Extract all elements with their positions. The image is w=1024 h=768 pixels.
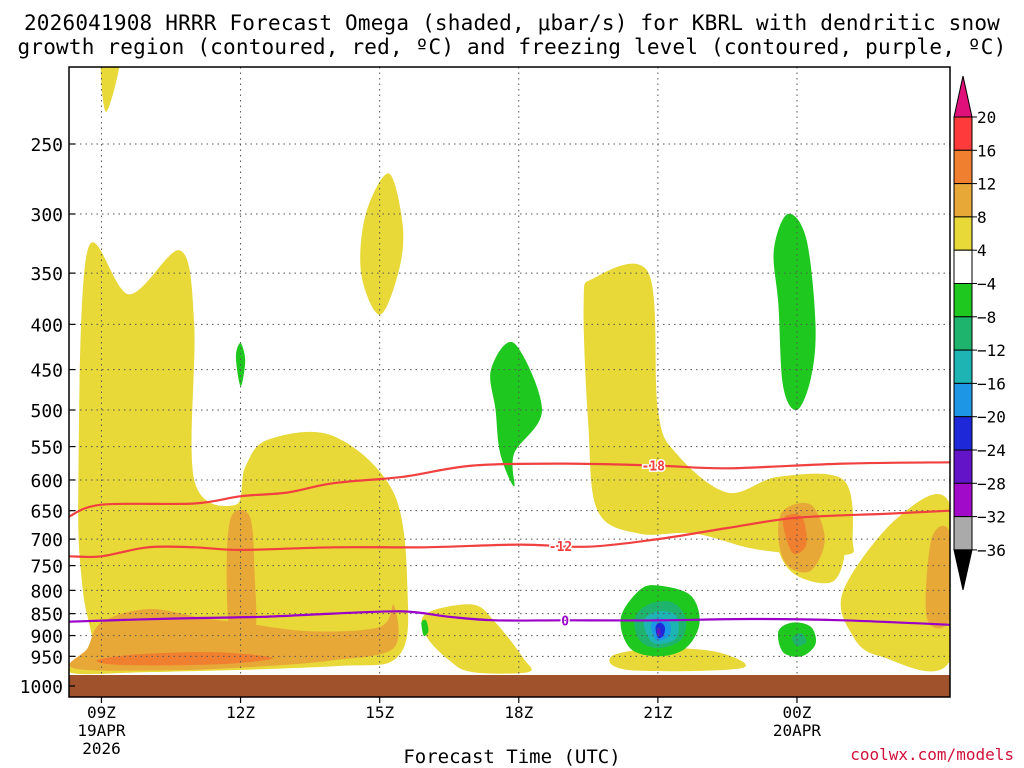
xtick-label-0: 09Z <box>87 703 116 722</box>
dgz-minus18-line <box>69 461 950 518</box>
dgz-minus12-label: -12 <box>549 540 572 555</box>
ytick-label-400: 400 <box>30 315 63 336</box>
omega-region-10 <box>226 509 257 644</box>
colorbar-label-9: −20 <box>977 408 1006 427</box>
ytick-label-1000: 1000 <box>20 677 63 698</box>
xtick-date-0: 19APR <box>77 721 126 740</box>
omega-region-17 <box>773 213 816 411</box>
xtick-label-15: 00Z <box>783 703 812 722</box>
colorbar-label-11: −28 <box>977 474 1006 493</box>
ytick-label-250: 250 <box>30 135 63 156</box>
ytick-label-600: 600 <box>30 471 63 492</box>
ytick-label-750: 750 <box>30 557 63 578</box>
omega-region-14 <box>782 514 807 554</box>
colorbar-label-7: −12 <box>977 341 1006 360</box>
freezing-level-label: 0 <box>561 614 569 629</box>
chart-title-line1: 2026041908 HRRR Forecast Omega (shaded, … <box>23 11 1001 35</box>
omega-region-0 <box>69 242 409 675</box>
colorbar-label-6: −8 <box>977 308 996 327</box>
colorbar-bottom-arrow <box>953 549 973 591</box>
dgz-minus12-line <box>69 509 950 559</box>
ytick-label-550: 550 <box>30 438 63 459</box>
omega-region-26 <box>792 633 807 647</box>
ytick-label-900: 900 <box>30 627 63 648</box>
ytick-label-700: 700 <box>30 530 63 551</box>
omega-region-7 <box>840 493 950 672</box>
freezing-level-line <box>69 610 950 626</box>
colorbar-label-2: 12 <box>977 175 996 194</box>
ytick-label-850: 850 <box>30 605 63 626</box>
colorbar-swatch-11 <box>953 482 973 518</box>
x-axis-title: Forecast Time (UTC) <box>403 746 621 768</box>
colorbar-swatch-6 <box>953 316 973 351</box>
colorbar-swatch-3 <box>953 216 973 251</box>
xtick-label-9: 18Z <box>504 703 533 722</box>
ytick-label-500: 500 <box>30 401 63 422</box>
colorbar-swatch-5 <box>953 283 973 318</box>
ytick-label-650: 650 <box>30 502 63 523</box>
colorbar-swatch-0 <box>953 116 973 151</box>
colorbar-label-0: 20 <box>977 108 996 127</box>
ytick-label-800: 800 <box>30 581 63 602</box>
omega-region-13 <box>96 652 274 666</box>
colorbar-top-arrow <box>953 75 973 118</box>
dgz-minus18-label: -18 <box>641 460 665 475</box>
omega-region-5 <box>583 263 854 556</box>
colorbar-label-4: 4 <box>977 241 987 260</box>
colorbar-label-8: −16 <box>977 374 1006 393</box>
omega-region-3 <box>360 173 404 315</box>
colorbar-swatch-7 <box>953 349 973 384</box>
colorbar-label-3: 8 <box>977 208 987 227</box>
ytick-label-300: 300 <box>30 205 63 226</box>
ytick-label-450: 450 <box>30 361 63 382</box>
xtick-year-0: 2026 <box>82 739 121 758</box>
omega-region-20 <box>421 619 429 636</box>
omega-region-2 <box>100 67 120 112</box>
colorbar: 20 16 12 8 4 −4 −8 −12 −16 −20 −24 −28 −32 −36 <box>953 75 1006 591</box>
ytick-label-350: 350 <box>30 264 63 285</box>
colorbar-swatch-2 <box>953 183 973 218</box>
colorbar-label-12: −32 <box>977 508 1006 527</box>
colorbar-swatch-10 <box>953 449 973 484</box>
credit-link[interactable]: coolwx.com/models <box>850 745 1014 764</box>
ytick-label-950: 950 <box>30 647 63 668</box>
xtick-date-15: 20APR <box>773 721 822 740</box>
colorbar-label-5: −4 <box>977 275 996 294</box>
colorbar-label-13: −36 <box>977 541 1006 560</box>
plot-frame <box>68 66 951 698</box>
omega-region-12 <box>925 525 950 629</box>
colorbar-swatch-12 <box>953 516 973 551</box>
xtick-label-6: 15Z <box>365 703 394 722</box>
xtick-label-12: 21Z <box>643 703 672 722</box>
colorbar-swatch-4 <box>953 249 973 284</box>
colorbar-label-10: −24 <box>977 441 1006 460</box>
colorbar-swatch-9 <box>953 416 973 451</box>
colorbar-swatch-8 <box>953 382 973 418</box>
xtick-label-3: 12Z <box>226 703 255 722</box>
colorbar-swatch-1 <box>953 149 973 185</box>
ground-band <box>69 675 950 697</box>
colorbar-label-1: 16 <box>977 141 996 160</box>
omega-region-16 <box>490 341 542 487</box>
chart-title-line2: growth region (contoured, red, ºC) and f… <box>17 35 1007 59</box>
